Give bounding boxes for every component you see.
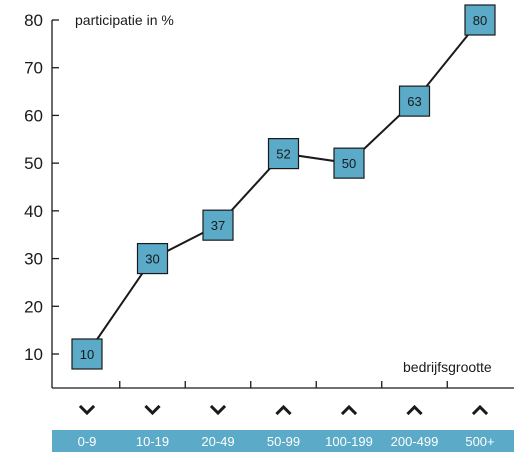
chevron-down-icon bbox=[144, 404, 161, 416]
data-point bbox=[464, 4, 496, 36]
series: 10 30 37 52 50 63 80 bbox=[71, 4, 496, 370]
data-label: 63 bbox=[407, 94, 421, 109]
y-tick-label: 70 bbox=[24, 59, 43, 78]
data-label: 10 bbox=[80, 347, 94, 362]
x-category-label: 50-99 bbox=[267, 434, 300, 449]
data-label: 30 bbox=[145, 252, 159, 267]
x-category-label: 20-49 bbox=[201, 434, 234, 449]
y-tick-label: 10 bbox=[24, 345, 43, 364]
data-label: 37 bbox=[211, 218, 225, 233]
data-label: 52 bbox=[276, 147, 290, 162]
y-tick-label: 60 bbox=[24, 106, 43, 125]
y-axis-label: participatie in % bbox=[75, 12, 174, 28]
chevron-down-icon bbox=[78, 404, 96, 416]
y-tick-label: 20 bbox=[24, 297, 43, 316]
category-band bbox=[52, 430, 514, 452]
x-category-label: 0-9 bbox=[78, 434, 97, 449]
y-tick-label: 80 bbox=[24, 11, 43, 30]
y-tick-label: 50 bbox=[24, 154, 43, 173]
x-category-label: 10-19 bbox=[136, 434, 169, 449]
data-point bbox=[267, 138, 300, 170]
y-tick-label: 40 bbox=[24, 202, 43, 221]
chevron-down-icon bbox=[209, 404, 227, 416]
data-label: 50 bbox=[342, 156, 356, 171]
chevron-up-icon bbox=[340, 404, 358, 416]
data-point bbox=[71, 338, 103, 370]
x-axis-label: bedrijfsgrootte bbox=[403, 359, 492, 375]
arrow-row bbox=[78, 404, 489, 416]
x-category-label: 100-199 bbox=[325, 434, 373, 449]
x-category-label: 500+ bbox=[465, 434, 494, 449]
data-point bbox=[333, 147, 365, 179]
category-labels: 0-9 10-19 20-49 50-99 100-199 200-499 500+ bbox=[78, 434, 495, 449]
series-line bbox=[86, 19, 481, 355]
data-label: 80 bbox=[473, 13, 487, 28]
y-tick-label: 30 bbox=[24, 250, 43, 269]
y-axis: 10 20 30 40 50 60 70 80 bbox=[24, 11, 59, 388]
chevron-up-icon bbox=[406, 404, 423, 416]
data-point bbox=[202, 209, 234, 241]
x-category-label: 200-499 bbox=[391, 434, 439, 449]
data-point bbox=[398, 85, 431, 117]
chevron-up-icon bbox=[275, 404, 292, 416]
data-point bbox=[136, 242, 169, 275]
chevron-up-icon bbox=[471, 404, 489, 416]
x-axis bbox=[52, 381, 514, 389]
